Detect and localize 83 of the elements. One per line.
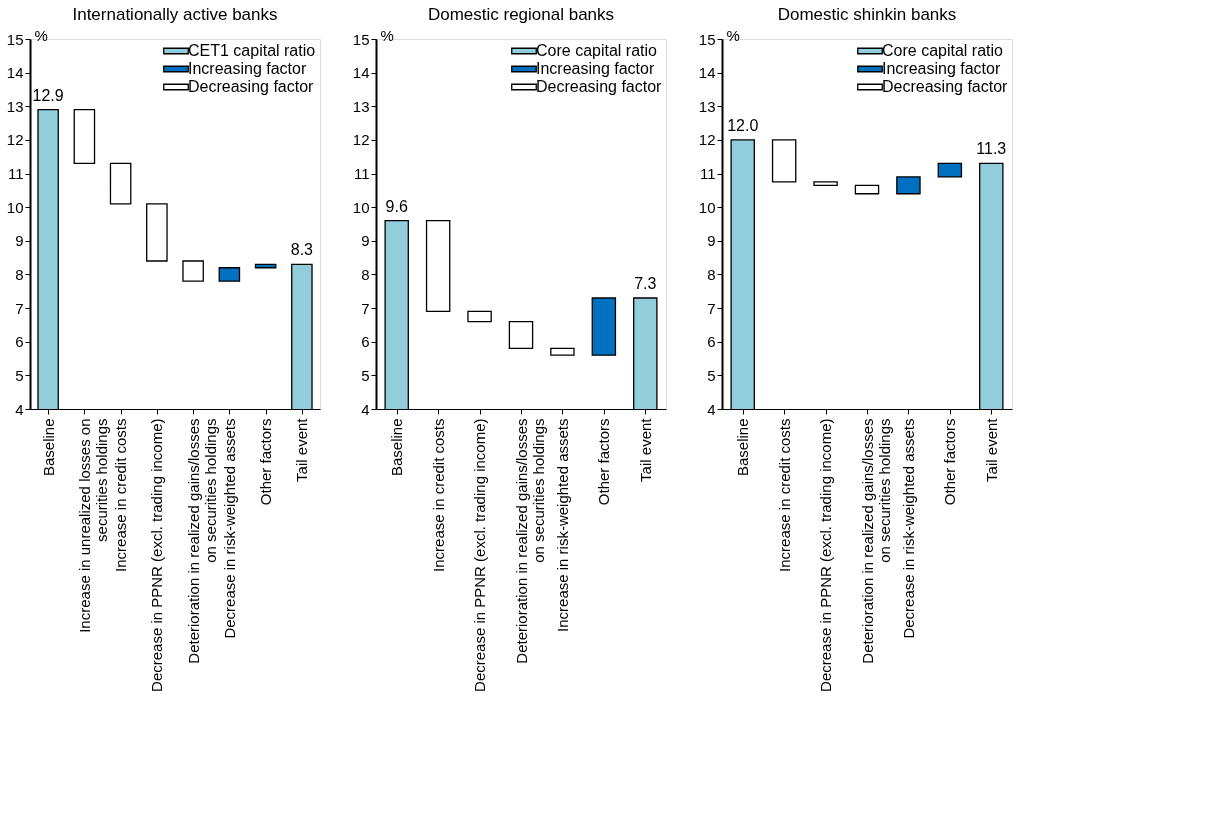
y-tick-label: 12 [6, 131, 24, 149]
x-tick-label: Decrease in PPNR (excl. trading income) [471, 418, 489, 692]
y-tick-label: 6 [15, 333, 24, 351]
y-tick-label: 6 [707, 333, 716, 351]
y-axis-title: % [380, 26, 394, 44]
data-label: 7.3 [634, 275, 657, 292]
y-tick-label: 9 [15, 232, 24, 250]
x-tick-label: Increase in credit costs [775, 418, 793, 572]
x-tick-label: Deterioration in realized gains/losses on securities holdings [512, 418, 547, 664]
x-tick-label: Baseline [734, 418, 752, 477]
y-tick-label: 7 [15, 299, 24, 317]
y-tick-label: 12 [698, 131, 716, 149]
bar [218, 267, 241, 282]
y-tick-label: 7 [361, 299, 370, 317]
data-label: 8.3 [290, 241, 314, 259]
x-tick-label: Decrease in PPNR (excl. trading income) [817, 418, 835, 692]
y-tick-label: 8 [15, 265, 24, 283]
legend-label: Decreasing factor [188, 78, 315, 95]
x-tick-label: Decrease in risk-weighted assets [220, 418, 238, 639]
x-tick-label: Increase in risk-weighted assets [553, 418, 571, 632]
y-tick-label: 11 [7, 165, 24, 183]
x-tick-label: Decrease in PPNR (excl. trading income) [148, 418, 166, 692]
y-tick-label: 15 [6, 30, 24, 48]
y-tick-label: 14 [352, 64, 370, 82]
data-label: 12.0 [727, 116, 759, 134]
y-tick-label: 5 [15, 366, 24, 384]
legend-label: CET1 capital ratio [188, 42, 316, 59]
x-tick-label: Increase in credit costs [112, 418, 130, 572]
y-tick-label: 9 [361, 232, 370, 250]
chart-title: Domestic shinkin banks [777, 5, 957, 24]
legend-label: Increasing factor [188, 60, 307, 77]
data-label: 11.3 [976, 140, 1007, 158]
bar [109, 162, 132, 205]
y-tick-label: 8 [361, 265, 370, 283]
y-tick-label: 5 [707, 366, 716, 384]
x-tick-label: Decrease in risk-weighted assets [899, 418, 917, 639]
y-tick-label: 14 [698, 64, 716, 82]
legend-label: Core capital ratio [882, 42, 1004, 59]
x-tick-label: Deterioration in realized gains/losses on securities holdings [858, 418, 893, 664]
y-tick-label: 10 [6, 198, 24, 216]
y-tick-label: 8 [707, 265, 716, 283]
x-tick-label: Tail event [636, 417, 654, 482]
x-tick-label: Increase in credit costs [429, 418, 447, 572]
y-tick-label: 4 [15, 400, 24, 418]
y-tick-label: 11 [353, 165, 370, 183]
x-tick-label: Increase in unrealized losses on securities holdings [75, 418, 110, 633]
y-tick-label: 13 [6, 97, 24, 115]
chart-title: Internationally active banks [72, 5, 278, 24]
y-tick-label: 14 [6, 64, 24, 82]
x-tick-label: Baseline [388, 418, 406, 477]
x-tick-label: Other factors [257, 418, 275, 506]
legend-label: Increasing factor [536, 60, 655, 77]
y-tick-label: 13 [352, 97, 370, 115]
bar [182, 260, 204, 282]
y-tick-label: 4 [361, 400, 370, 418]
legend-label: Increasing factor [882, 60, 1001, 77]
x-tick-label: Other factors [941, 418, 959, 506]
x-tick-label: Tail event [293, 417, 311, 482]
y-tick-label: 10 [352, 198, 370, 216]
y-tick-label: 6 [361, 333, 370, 351]
legend-label: Decreasing factor [882, 78, 1009, 95]
x-tick-label: Other factors [595, 418, 613, 506]
y-axis-title: % [34, 26, 48, 44]
chart-title: Domestic regional banks [427, 5, 615, 24]
y-axis-title: % [726, 26, 740, 44]
x-tick-label: Tail event [982, 417, 1000, 482]
y-tick-label: 4 [707, 400, 716, 418]
y-tick-label: 11 [699, 165, 716, 183]
bar [146, 203, 168, 262]
data-label: 9.6 [385, 197, 408, 215]
data-label: 12.9 [32, 86, 64, 104]
legend-label: Decreasing factor [536, 78, 663, 95]
y-tick-label: 13 [698, 97, 716, 115]
y-tick-label: 15 [352, 30, 370, 48]
y-tick-label: 12 [352, 131, 370, 149]
y-tick-label: 15 [698, 30, 716, 48]
bar [73, 108, 96, 165]
y-tick-label: 9 [707, 232, 716, 250]
y-tick-label: 7 [707, 299, 716, 317]
y-tick-label: 10 [698, 198, 716, 216]
y-tick-label: 5 [361, 366, 370, 384]
x-tick-label: Baseline [39, 418, 57, 477]
legend-label: Core capital ratio [536, 42, 658, 59]
